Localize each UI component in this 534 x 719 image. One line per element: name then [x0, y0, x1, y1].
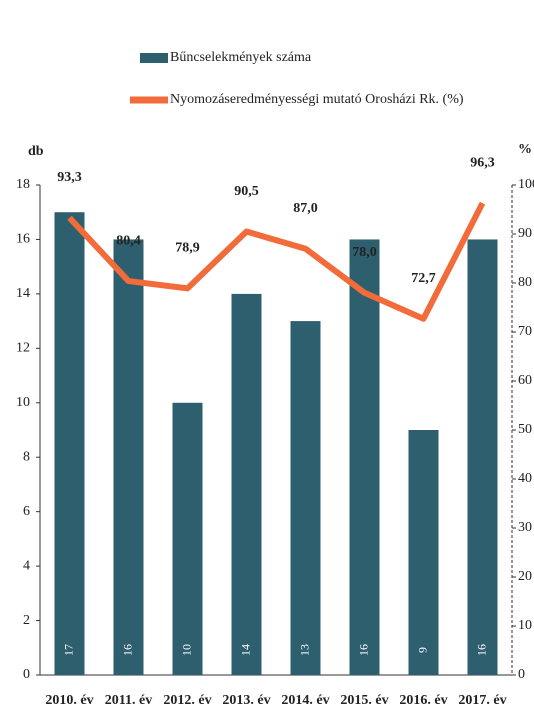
line-label: 96,3 — [470, 155, 495, 170]
bar-label: 13 — [297, 644, 311, 656]
y2-tick-label: 70 — [518, 324, 532, 339]
y-tick-label: 2 — [23, 613, 30, 628]
y-tick-label: 10 — [16, 395, 30, 410]
y2-tick-label: 50 — [518, 422, 532, 437]
y2-tick-label: 60 — [518, 373, 532, 388]
bar — [408, 430, 439, 675]
line-label: 72,7 — [411, 271, 436, 286]
y-tick-label: 18 — [16, 177, 30, 192]
x-tick-label: 2010. év — [45, 693, 93, 708]
y-tick-label: 0 — [23, 667, 30, 682]
y-tick-label: 16 — [16, 232, 30, 247]
line-label: 90,5 — [234, 184, 259, 199]
y-tick-label: 4 — [23, 558, 30, 573]
x-tick-label: 2015. év — [340, 693, 388, 708]
y2-tick-label: 20 — [518, 569, 532, 584]
bar-label: 16 — [474, 644, 488, 656]
bar — [113, 239, 144, 675]
bar-label: 10 — [179, 644, 193, 656]
y-tick-label: 14 — [16, 286, 30, 301]
bar-label: 16 — [356, 644, 370, 656]
bar — [172, 402, 203, 675]
line-label: 93,3 — [57, 170, 82, 185]
y2-tick-label: 0 — [518, 667, 525, 682]
line — [67, 201, 486, 322]
legend-label: Bűncselekmények száma — [170, 50, 312, 65]
line-label: 78,9 — [175, 241, 200, 256]
bar — [349, 239, 380, 675]
line-label: 78,0 — [352, 245, 377, 260]
bar-label: 14 — [238, 644, 252, 656]
y2-tick-label: 80 — [518, 275, 532, 290]
line-label: 80,4 — [116, 233, 141, 248]
y-tick-label: 8 — [23, 449, 30, 464]
x-tick-label: 2017. év — [458, 693, 506, 708]
x-tick-label: 2011. év — [105, 693, 152, 708]
y-axis-label: db — [28, 144, 44, 159]
bar — [290, 321, 321, 675]
x-tick-label: 2013. év — [222, 693, 270, 708]
bar-label: 9 — [415, 647, 429, 653]
x-tick-label: 2012. év — [163, 693, 211, 708]
line-label: 87,0 — [293, 201, 318, 216]
y2-tick-label: 90 — [518, 226, 532, 241]
y2-tick-label: 30 — [518, 520, 532, 535]
y-tick-label: 6 — [23, 504, 30, 519]
x-tick-label: 2014. év — [281, 693, 329, 708]
y2-tick-label: 10 — [518, 618, 532, 633]
x-tick-label: 2016. év — [399, 693, 447, 708]
y2-tick-label: 100 — [518, 177, 534, 192]
y2-axis-label: % — [518, 142, 532, 157]
bar-label: 16 — [120, 644, 134, 656]
y-tick-label: 12 — [16, 341, 30, 356]
legend-label: Nyomozáseredményességi mutató Orosházi R… — [170, 92, 464, 107]
y2-tick-label: 40 — [518, 471, 532, 486]
legend-swatch — [140, 53, 168, 63]
bar — [54, 212, 85, 675]
bar-label: 17 — [61, 644, 75, 656]
bar — [467, 239, 498, 675]
bar — [231, 293, 262, 675]
